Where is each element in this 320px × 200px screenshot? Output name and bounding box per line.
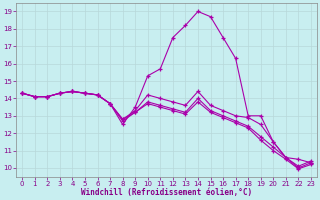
X-axis label: Windchill (Refroidissement éolien,°C): Windchill (Refroidissement éolien,°C) — [81, 188, 252, 197]
